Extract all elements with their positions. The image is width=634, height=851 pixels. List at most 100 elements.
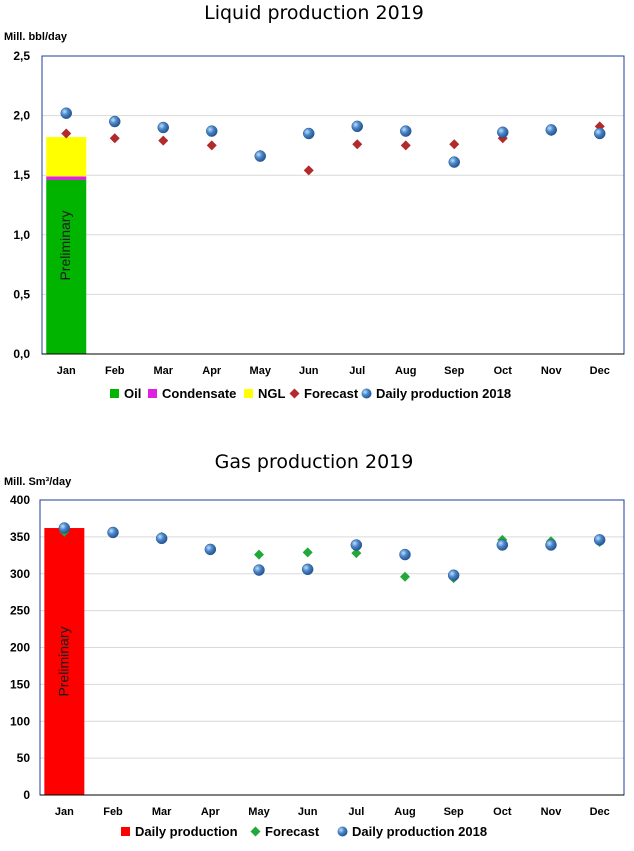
legend-swatch — [337, 826, 348, 837]
legend-item: Oil — [110, 386, 141, 401]
daily-production-2018-point — [350, 539, 363, 551]
forecast-point — [303, 165, 314, 176]
daily-production-2018-point — [204, 543, 217, 556]
y-tick-label: 0,0 — [13, 347, 30, 361]
x-tick-label: Sep — [444, 806, 464, 818]
legend-label: Daily production — [135, 824, 238, 839]
y-axis-label: Mill. bbl/day — [4, 31, 68, 43]
legend-item: NGL — [244, 386, 286, 401]
chart-title: Liquid production 2019 — [204, 2, 424, 24]
liquid-production-chart: Liquid production 2019 Mill. bbl/day 0,0… — [4, 2, 625, 401]
y-tick-label: 300 — [10, 567, 30, 581]
daily-production-2018-point — [206, 125, 218, 137]
forecast-point — [351, 548, 362, 559]
y-tick-label: 350 — [10, 530, 30, 544]
x-tick-label: May — [248, 806, 270, 818]
legend-swatch — [244, 389, 253, 398]
legend-item: Forecast — [289, 386, 359, 401]
y-tick-label: 150 — [10, 677, 30, 691]
x-tick-label: Aug — [395, 365, 416, 377]
daily-production-2018-point — [545, 539, 557, 551]
forecast-point — [254, 549, 264, 560]
bar-oil — [46, 179, 87, 354]
forecast-point — [449, 139, 460, 150]
daily-production-2018-point — [155, 532, 168, 545]
daily-production-2018-point — [58, 522, 71, 534]
daily-production-2018-point — [254, 150, 266, 162]
legend-label: Oil — [124, 386, 141, 401]
x-tick-label: Mar — [153, 365, 173, 377]
daily-production-2018-point — [399, 548, 411, 561]
x-tick-label: Mar — [152, 806, 172, 818]
daily-production-2018-point — [253, 564, 265, 576]
forecast-point — [352, 139, 363, 150]
legend-swatch — [148, 389, 157, 398]
legend-swatch — [250, 826, 261, 837]
x-tick-label: Dec — [590, 806, 610, 818]
y-tick-label: 100 — [10, 714, 30, 728]
legend-swatch — [121, 827, 130, 836]
legend-label: Forecast — [265, 824, 320, 839]
x-tick-label: Oct — [494, 365, 513, 377]
legend-label: NGL — [258, 386, 286, 401]
legend-swatch — [361, 388, 372, 399]
gas-production-chart: Gas production 2019 Mill. Sm³/day 0 50 100… — [4, 451, 625, 839]
legend-item: Daily production — [121, 824, 238, 839]
legend-label: Condensate — [162, 386, 236, 401]
forecast-point — [400, 571, 410, 582]
forecast-point — [109, 133, 120, 144]
legend-item: Daily production 2018 — [361, 386, 511, 401]
x-tick-label: Jun — [299, 365, 319, 377]
bar-daily-production — [44, 528, 85, 795]
daily-production-2018-point — [593, 534, 606, 546]
daily-production-2018-point — [448, 156, 460, 168]
daily-production-2018-point — [107, 526, 119, 539]
x-tick-label: Oct — [493, 806, 512, 818]
forecast-point — [400, 140, 411, 151]
x-tick-label: May — [250, 365, 272, 377]
daily-production-2018-point — [60, 107, 72, 119]
y-tick-label: 400 — [10, 493, 30, 507]
y-tick-label: 1,0 — [13, 228, 30, 242]
x-tick-label: Feb — [103, 806, 123, 818]
y-tick-label: 200 — [10, 641, 30, 655]
daily-production-2018-point — [594, 127, 606, 140]
bar-condensate — [46, 176, 87, 180]
legend-swatch — [289, 388, 300, 399]
legend-label: Forecast — [304, 386, 359, 401]
y-tick-label: 2,5 — [13, 49, 30, 63]
daily-production-2018-point — [497, 126, 509, 139]
plot-frame — [41, 55, 625, 355]
x-tick-label: Nov — [541, 806, 563, 818]
preliminary-annotation: Preliminary — [55, 627, 71, 697]
daily-production-2018-point — [351, 120, 363, 133]
x-tick-label: Apr — [202, 365, 222, 377]
y-tick-label: 250 — [10, 604, 30, 618]
legend-label: Daily production 2018 — [352, 824, 487, 839]
daily-production-2018-point — [303, 127, 315, 140]
y-tick-label: 1,5 — [13, 168, 30, 182]
preliminary-annotation: Preliminary — [57, 211, 73, 281]
bar-ngl — [46, 137, 87, 177]
x-tick-label: Nov — [541, 365, 563, 377]
daily-production-2018-point — [447, 569, 460, 581]
x-tick-label: Jan — [57, 365, 76, 377]
x-tick-label: Sep — [444, 365, 464, 377]
daily-production-2018-point — [496, 539, 509, 551]
x-tick-label: Apr — [201, 806, 221, 818]
forecast-point — [302, 547, 313, 558]
daily-production-2018-point — [109, 115, 121, 128]
x-tick-label: Jul — [349, 365, 365, 377]
daily-production-2018-point — [157, 121, 169, 134]
x-tick-label: Jul — [348, 806, 364, 818]
forecast-point — [61, 128, 72, 139]
y-axis-label: Mill. Sm³/day — [4, 476, 72, 488]
y-tick-label: 50 — [17, 751, 31, 765]
chart-title: Gas production 2019 — [215, 451, 414, 473]
y-tick-label: 2,0 — [13, 109, 30, 123]
x-tick-label: Dec — [590, 365, 610, 377]
x-tick-label: Jun — [298, 806, 318, 818]
daily-production-2018-point — [545, 124, 557, 136]
y-tick-label: 0 — [23, 788, 30, 802]
